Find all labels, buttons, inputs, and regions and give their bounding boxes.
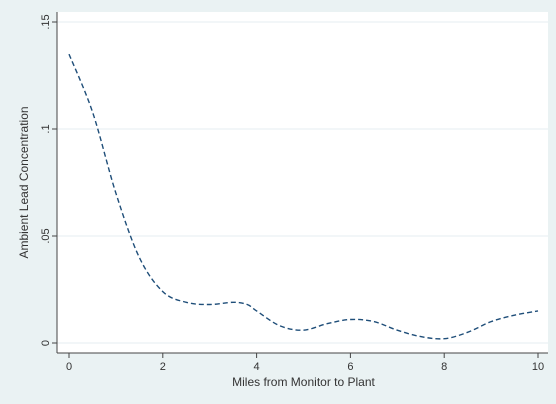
x-tick-label-5: 10 [532, 361, 544, 373]
y-tick-label-0: 0 [40, 340, 52, 346]
plot-area [57, 12, 548, 353]
y-tick-label-2: .1 [40, 124, 52, 133]
x-tick-label-4: 8 [441, 361, 447, 373]
y-axis-ticks: 0 .05 .1 .15 [40, 14, 57, 346]
series-line-0 [68, 53, 539, 340]
x-tick-label-3: 6 [347, 361, 353, 373]
x-axis-ticks: 0 2 4 6 8 10 [66, 353, 544, 373]
y-tick-label-3: .15 [40, 14, 52, 29]
series-layer [68, 53, 539, 340]
x-tick-label-2: 4 [254, 361, 260, 373]
x-tick-label-0: 0 [66, 361, 72, 373]
y-tick-label-1: .05 [40, 228, 52, 243]
y-axis-title: Ambient Lead Concentration [17, 106, 31, 258]
x-axis-title: Miles from Monitor to Plant [232, 375, 375, 389]
grid-lines [57, 21, 548, 344]
x-tick-label-1: 2 [160, 361, 166, 373]
